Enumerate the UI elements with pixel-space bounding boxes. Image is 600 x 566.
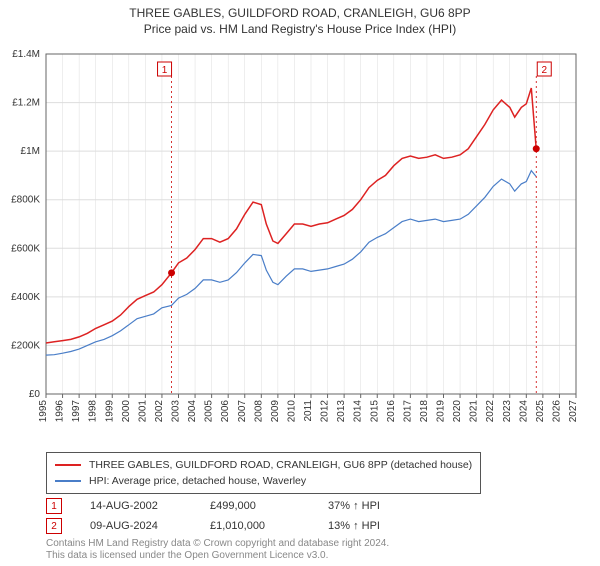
svg-text:2014: 2014 <box>353 400 364 423</box>
transaction-table: 1 14-AUG-2002 £499,000 37% ↑ HPI 2 09-AUG-202… <box>46 496 408 536</box>
svg-text:1995: 1995 <box>38 400 49 423</box>
svg-text:2008: 2008 <box>253 400 264 423</box>
svg-text:£1.4M: £1.4M <box>12 49 40 60</box>
svg-text:2009: 2009 <box>270 400 281 423</box>
svg-text:1997: 1997 <box>71 400 82 423</box>
svg-text:2022: 2022 <box>485 400 496 423</box>
attribution-line1: Contains HM Land Registry data © Crown c… <box>46 538 389 550</box>
svg-text:1999: 1999 <box>104 400 115 423</box>
chart-title: THREE GABLES, GUILDFORD ROAD, CRANLEIGH,… <box>0 6 600 20</box>
price-chart: £0 £200K £400K £600K £800K £1M £1.2M £1.4M 1995 1… <box>0 46 600 446</box>
svg-text:2010: 2010 <box>286 400 297 423</box>
svg-text:2013: 2013 <box>336 400 347 423</box>
transaction-row: 1 14-AUG-2002 £499,000 37% ↑ HPI <box>46 496 408 516</box>
svg-text:1: 1 <box>162 65 168 76</box>
svg-text:2012: 2012 <box>320 400 331 423</box>
svg-text:2025: 2025 <box>535 400 546 423</box>
transaction-date: 14-AUG-2002 <box>90 500 182 512</box>
svg-text:2004: 2004 <box>187 400 198 423</box>
transaction-pct: 37% ↑ HPI <box>328 500 408 512</box>
svg-text:2017: 2017 <box>402 400 413 423</box>
legend-swatch <box>55 464 81 466</box>
svg-text:2023: 2023 <box>502 400 513 423</box>
svg-text:2001: 2001 <box>137 400 148 423</box>
svg-text:2011: 2011 <box>303 400 314 422</box>
legend-swatch <box>55 480 81 482</box>
svg-text:2002: 2002 <box>154 400 165 423</box>
svg-text:£800K: £800K <box>11 195 40 206</box>
transaction-row: 2 09-AUG-2024 £1,010,000 13% ↑ HPI <box>46 516 408 536</box>
attribution: Contains HM Land Registry data © Crown c… <box>46 538 389 562</box>
chart-subtitle: Price paid vs. HM Land Registry's House … <box>0 22 600 36</box>
svg-text:£600K: £600K <box>11 243 40 254</box>
svg-text:2021: 2021 <box>469 400 480 423</box>
svg-text:£200K: £200K <box>11 340 40 351</box>
svg-text:2016: 2016 <box>386 400 397 423</box>
svg-text:£0: £0 <box>29 389 41 400</box>
svg-text:2005: 2005 <box>204 400 215 423</box>
svg-text:2006: 2006 <box>220 400 231 423</box>
marker-box: 2 <box>46 518 62 534</box>
svg-text:£1.2M: £1.2M <box>12 98 40 109</box>
svg-text:2026: 2026 <box>551 400 562 423</box>
svg-text:2015: 2015 <box>369 400 380 423</box>
svg-text:2000: 2000 <box>121 400 132 423</box>
svg-text:1996: 1996 <box>55 400 66 423</box>
svg-text:2018: 2018 <box>419 400 430 423</box>
legend-row: HPI: Average price, detached house, Wave… <box>55 473 472 489</box>
svg-text:£400K: £400K <box>11 292 40 303</box>
svg-text:2003: 2003 <box>171 400 182 423</box>
svg-text:£1M: £1M <box>21 146 40 157</box>
svg-text:2: 2 <box>541 65 547 76</box>
transaction-date: 09-AUG-2024 <box>90 520 182 532</box>
legend-label: THREE GABLES, GUILDFORD ROAD, CRANLEIGH,… <box>89 457 472 473</box>
legend-row: THREE GABLES, GUILDFORD ROAD, CRANLEIGH,… <box>55 457 472 473</box>
svg-text:1998: 1998 <box>88 400 99 423</box>
attribution-line2: This data is licensed under the Open Gov… <box>46 550 389 562</box>
svg-text:2027: 2027 <box>568 400 579 423</box>
marker-box: 1 <box>46 498 62 514</box>
legend-label: HPI: Average price, detached house, Wave… <box>89 473 306 489</box>
transaction-price: £499,000 <box>210 500 300 512</box>
transaction-pct: 13% ↑ HPI <box>328 520 408 532</box>
transaction-price: £1,010,000 <box>210 520 300 532</box>
svg-text:2020: 2020 <box>452 400 463 423</box>
svg-text:2007: 2007 <box>237 400 248 423</box>
svg-text:2019: 2019 <box>436 400 447 423</box>
legend: THREE GABLES, GUILDFORD ROAD, CRANLEIGH,… <box>46 452 481 494</box>
svg-text:2024: 2024 <box>518 400 529 423</box>
